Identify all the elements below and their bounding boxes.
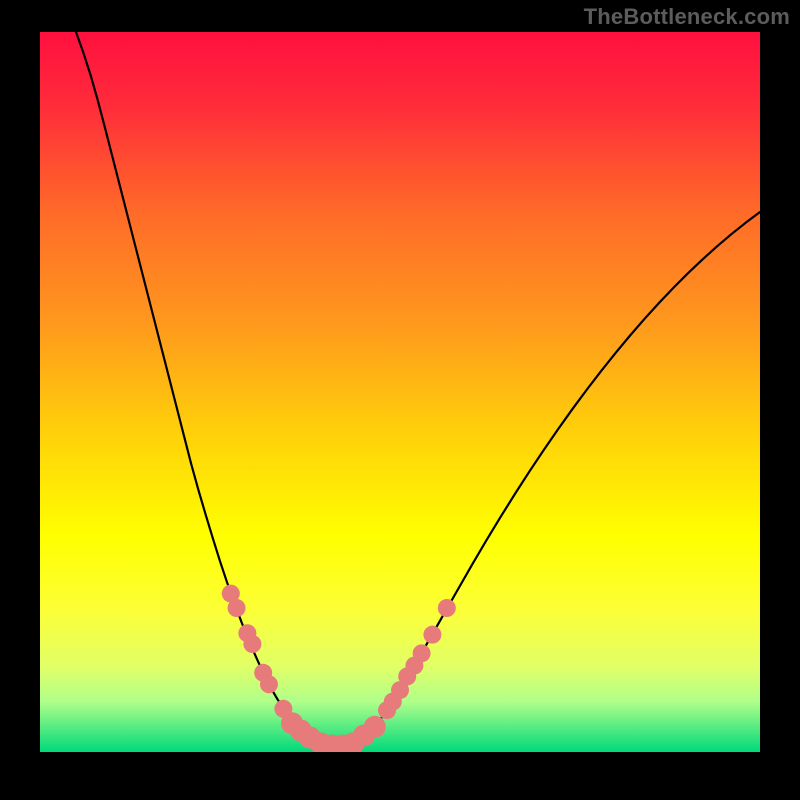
plot-area	[40, 32, 760, 752]
plot-svg	[40, 32, 760, 752]
curve-marker	[243, 635, 261, 653]
gradient-background	[40, 32, 760, 752]
curve-marker	[228, 599, 246, 617]
curve-marker	[260, 675, 278, 693]
curve-marker	[413, 644, 431, 662]
curve-marker	[438, 599, 456, 617]
chart-frame: TheBottleneck.com	[0, 0, 800, 800]
watermark-label: TheBottleneck.com	[584, 4, 790, 30]
curve-marker	[364, 716, 386, 738]
curve-marker	[423, 626, 441, 644]
